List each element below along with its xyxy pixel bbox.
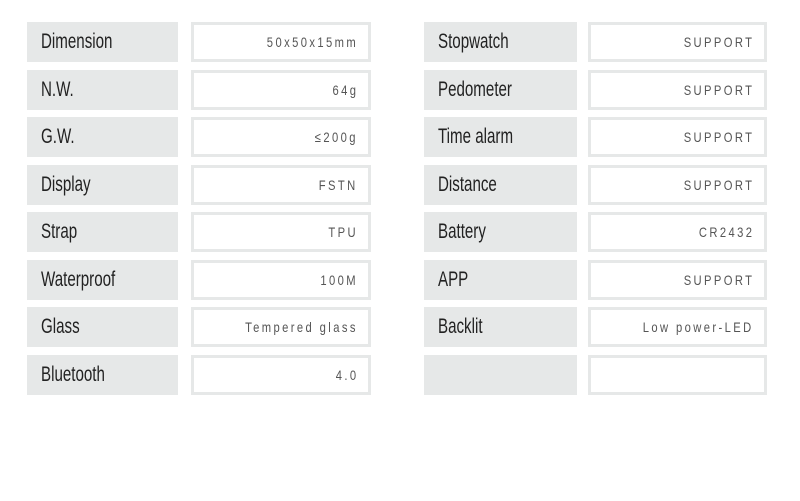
spec-label-cell: Strap: [27, 212, 178, 252]
spec-value: SUPPORT: [683, 34, 754, 50]
spec-label: G.W.: [41, 125, 75, 148]
spec-label-cell: Stopwatch: [424, 22, 577, 62]
spec-label-cell: Dimension: [27, 22, 178, 62]
spec-row: Backlit Low power-LED: [424, 307, 767, 347]
spec-value: SUPPORT: [683, 81, 754, 98]
spec-value: SUPPORT: [683, 176, 754, 193]
spec-label: Glass: [41, 315, 80, 338]
spec-label: N.W.: [41, 77, 74, 101]
spec-value-cell: ≤200g: [191, 117, 371, 157]
spec-value-cell: SUPPORT: [588, 259, 767, 300]
spec-label: Distance: [438, 172, 497, 196]
spec-label-cell: Pedometer: [424, 69, 577, 110]
spec-value: CR2432: [698, 224, 754, 240]
spec-row: Bluetooth 4.0: [27, 354, 371, 395]
spec-value: FSTN: [319, 176, 358, 193]
spec-table-left: Dimension 50x50x15mm N.W. 64g G.W. ≤200g Displ…: [27, 22, 371, 402]
spec-row: Glass Tempered glass: [27, 307, 371, 347]
spec-value: Tempered glass: [245, 319, 358, 335]
spec-label: Bluetooth: [41, 362, 105, 386]
spec-value: 100M: [320, 271, 358, 288]
spec-label: Display: [41, 172, 91, 196]
spec-value: TPU: [328, 224, 358, 240]
spec-row: Time alarm SUPPORT: [424, 117, 767, 157]
spec-value: 4.0: [335, 366, 358, 383]
spec-value-cell: FSTN: [191, 164, 371, 205]
spec-row: [424, 354, 767, 395]
spec-label: Dimension: [41, 30, 113, 53]
spec-value: 64g: [332, 81, 358, 98]
spec-row: Stopwatch SUPPORT: [424, 22, 767, 62]
spec-label-cell: Backlit: [424, 307, 577, 347]
spec-label-cell: Distance: [424, 164, 577, 205]
spec-value-cell: 4.0: [191, 354, 371, 395]
spec-label: APP: [438, 267, 469, 291]
spec-value-cell: Low power-LED: [588, 307, 767, 347]
spec-label: Battery: [438, 220, 486, 243]
spec-label-cell: N.W.: [27, 69, 178, 110]
spec-row: APP SUPPORT: [424, 259, 767, 300]
spec-value: SUPPORT: [683, 129, 754, 145]
spec-label-cell: Bluetooth: [27, 354, 178, 395]
spec-label-cell: Glass: [27, 307, 178, 347]
spec-label-cell: Battery: [424, 212, 577, 252]
spec-row: Display FSTN: [27, 164, 371, 205]
spec-value: Low power-LED: [643, 319, 754, 335]
spec-value-cell: SUPPORT: [588, 117, 767, 157]
spec-value-cell: TPU: [191, 212, 371, 252]
spec-value-cell: [588, 354, 767, 395]
spec-label: Waterproof: [41, 267, 116, 291]
spec-value-cell: SUPPORT: [588, 22, 767, 62]
spec-label: Strap: [41, 220, 78, 243]
spec-label-cell: [424, 354, 577, 395]
spec-value-cell: SUPPORT: [588, 164, 767, 205]
spec-value: 50x50x15mm: [266, 34, 358, 50]
spec-label-cell: Display: [27, 164, 178, 205]
spec-value-cell: SUPPORT: [588, 69, 767, 110]
spec-row: Dimension 50x50x15mm: [27, 22, 371, 62]
spec-label: Stopwatch: [438, 30, 509, 53]
spec-row: Strap TPU: [27, 212, 371, 252]
spec-value-cell: 64g: [191, 69, 371, 110]
spec-label: Time alarm: [438, 125, 514, 148]
spec-value-cell: 100M: [191, 259, 371, 300]
spec-row: Pedometer SUPPORT: [424, 69, 767, 110]
spec-table-right: Stopwatch SUPPORT Pedometer SUPPORT Time ala…: [424, 22, 767, 402]
spec-label-cell: Time alarm: [424, 117, 577, 157]
spec-row: G.W. ≤200g: [27, 117, 371, 157]
spec-label: Backlit: [438, 315, 483, 338]
spec-row: Battery CR2432: [424, 212, 767, 252]
spec-value-cell: CR2432: [588, 212, 767, 252]
spec-row: N.W. 64g: [27, 69, 371, 110]
spec-value: SUPPORT: [683, 271, 754, 288]
spec-value-cell: 50x50x15mm: [191, 22, 371, 62]
spec-label: Pedometer: [438, 77, 512, 101]
spec-label-cell: Waterproof: [27, 259, 178, 300]
spec-row: Distance SUPPORT: [424, 164, 767, 205]
spec-row: Waterproof 100M: [27, 259, 371, 300]
spec-label-cell: G.W.: [27, 117, 178, 157]
spec-value: ≤200g: [314, 129, 358, 145]
spec-value-cell: Tempered glass: [191, 307, 371, 347]
spec-label-cell: APP: [424, 259, 577, 300]
